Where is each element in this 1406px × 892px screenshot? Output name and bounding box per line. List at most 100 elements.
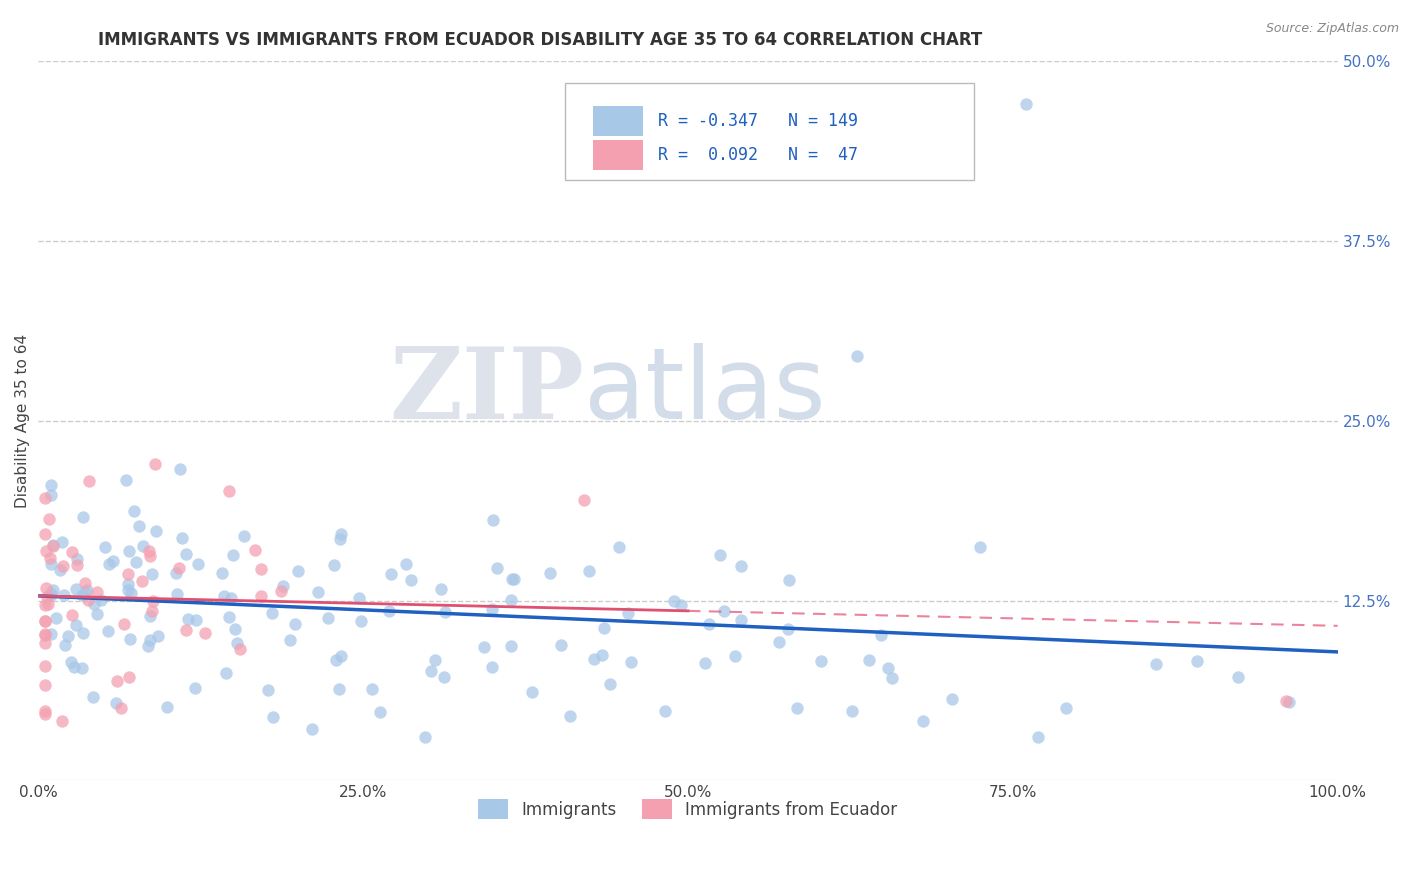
Immigrants bbox=[877, 661, 900, 675]
Immigrants bbox=[520, 684, 543, 698]
Immigrants bbox=[350, 614, 373, 628]
Immigrants bbox=[616, 606, 638, 620]
Text: ZIP: ZIP bbox=[389, 343, 583, 441]
Immigrants bbox=[42, 538, 65, 552]
Text: atlas: atlas bbox=[583, 343, 825, 441]
Immigrants bbox=[669, 598, 692, 612]
Immigrants bbox=[472, 640, 495, 654]
Immigrants bbox=[481, 660, 503, 674]
Immigrants bbox=[186, 613, 208, 627]
Immigrants bbox=[323, 558, 346, 573]
Immigrants bbox=[395, 558, 418, 572]
Immigrants from Ecuador bbox=[131, 574, 153, 588]
Immigrants bbox=[778, 573, 800, 587]
FancyBboxPatch shape bbox=[565, 83, 974, 180]
Legend: Immigrants, Immigrants from Ecuador: Immigrants, Immigrants from Ecuador bbox=[472, 792, 904, 826]
Immigrants bbox=[41, 557, 63, 571]
Immigrants bbox=[307, 585, 329, 599]
Immigrants from Ecuador bbox=[38, 512, 60, 526]
Immigrants from Ecuador bbox=[34, 615, 56, 629]
Immigrants bbox=[1187, 654, 1209, 668]
Immigrants bbox=[287, 564, 309, 578]
Immigrants bbox=[713, 603, 735, 617]
Immigrants from Ecuador bbox=[60, 545, 83, 559]
Immigrants bbox=[486, 561, 509, 575]
Text: R = -0.347   N = 149: R = -0.347 N = 149 bbox=[658, 112, 858, 130]
Immigrants bbox=[278, 632, 301, 647]
Immigrants from Ecuador bbox=[270, 584, 292, 599]
Immigrants bbox=[841, 704, 863, 718]
Immigrants bbox=[858, 653, 880, 667]
Immigrants bbox=[101, 554, 124, 568]
Immigrants from Ecuador bbox=[51, 714, 73, 729]
Immigrants bbox=[413, 730, 436, 744]
Immigrants bbox=[501, 593, 523, 607]
Immigrants bbox=[90, 593, 112, 607]
Immigrants bbox=[329, 648, 352, 663]
Immigrants from Ecuador bbox=[572, 492, 595, 507]
Immigrants bbox=[41, 478, 63, 492]
Immigrants from Ecuador bbox=[35, 591, 58, 605]
Immigrants from Ecuador bbox=[218, 483, 240, 498]
Immigrants bbox=[695, 657, 717, 671]
Immigrants bbox=[177, 612, 200, 626]
Bar bbox=[593, 106, 643, 136]
Immigrants bbox=[53, 589, 76, 603]
Immigrants bbox=[114, 473, 136, 487]
Immigrants bbox=[226, 636, 249, 650]
Immigrants bbox=[72, 626, 94, 640]
Immigrants from Ecuador bbox=[117, 567, 139, 582]
Immigrants bbox=[165, 566, 187, 580]
Immigrants from Ecuador bbox=[138, 544, 160, 558]
Immigrants bbox=[578, 564, 600, 578]
Immigrants bbox=[380, 567, 402, 582]
Immigrants from Ecuador bbox=[34, 704, 56, 718]
Immigrants bbox=[45, 611, 67, 625]
Immigrants bbox=[66, 551, 89, 566]
Immigrants bbox=[880, 671, 903, 685]
Immigrants bbox=[120, 586, 142, 600]
Immigrants from Ecuador bbox=[76, 593, 98, 607]
Immigrants bbox=[214, 665, 236, 680]
Immigrants bbox=[730, 613, 752, 627]
Immigrants bbox=[166, 587, 188, 601]
Immigrants bbox=[593, 621, 616, 635]
Immigrants bbox=[224, 622, 246, 636]
Immigrants bbox=[941, 692, 963, 706]
Immigrants bbox=[550, 638, 572, 652]
Immigrants bbox=[42, 583, 65, 598]
Immigrants from Ecuador bbox=[174, 623, 197, 637]
Immigrants bbox=[104, 697, 127, 711]
Immigrants from Ecuador bbox=[194, 626, 217, 640]
Immigrants bbox=[325, 653, 347, 667]
Immigrants from Ecuador bbox=[167, 561, 190, 575]
Immigrants from Ecuador bbox=[34, 581, 56, 595]
Immigrants from Ecuador bbox=[139, 549, 162, 563]
Immigrants bbox=[72, 509, 94, 524]
Immigrants bbox=[62, 659, 84, 673]
Immigrants bbox=[399, 573, 422, 587]
Immigrants bbox=[284, 616, 307, 631]
Immigrants bbox=[136, 640, 159, 654]
Immigrants bbox=[503, 572, 526, 586]
Immigrants bbox=[172, 531, 194, 545]
Immigrants bbox=[117, 577, 139, 591]
Immigrants from Ecuador bbox=[60, 608, 83, 623]
Immigrants bbox=[51, 535, 73, 549]
Immigrants bbox=[870, 628, 893, 642]
Immigrants bbox=[724, 648, 747, 663]
Immigrants bbox=[76, 582, 98, 597]
Immigrants bbox=[98, 557, 121, 571]
Immigrants from Ecuador bbox=[52, 559, 75, 574]
Immigrants bbox=[94, 541, 117, 555]
Text: IMMIGRANTS VS IMMIGRANTS FROM ECUADOR DISABILITY AGE 35 TO 64 CORRELATION CHART: IMMIGRANTS VS IMMIGRANTS FROM ECUADOR DI… bbox=[98, 31, 983, 49]
Immigrants bbox=[969, 540, 991, 554]
Immigrants from Ecuador bbox=[75, 576, 97, 591]
Immigrants bbox=[214, 589, 236, 603]
Immigrants bbox=[211, 566, 233, 581]
Immigrants bbox=[139, 608, 162, 623]
Immigrants bbox=[328, 681, 350, 696]
Immigrants bbox=[301, 723, 323, 737]
Immigrants bbox=[434, 605, 457, 619]
Immigrants bbox=[145, 524, 167, 538]
